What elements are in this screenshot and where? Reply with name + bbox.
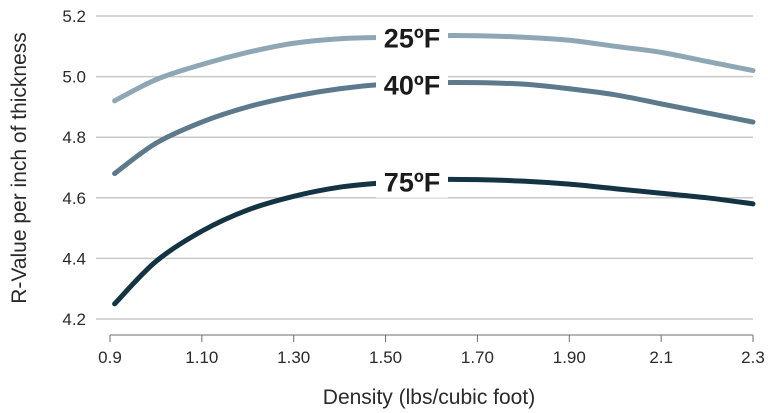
series-label: 25ºF [384,24,440,54]
y-axis-title: R-Value per inch of thickness [8,32,31,304]
y-tick-label: 5.0 [62,68,86,87]
series-labels: 25ºF 40ºF 75ºF [376,23,448,198]
series-label-bg [376,23,448,54]
x-tick-label: 1.70 [461,348,494,367]
x-axis-title: Density (lbs/cubic foot) [323,386,535,409]
series-label: 40ºF [384,71,440,101]
y-axis-ticks: 4.2 4.4 4.6 4.8 5.0 5.2 [62,7,86,329]
x-tick-label: 0.9 [98,348,122,367]
series-label: 75ºF [384,168,440,198]
y-tick-label: 4.8 [62,128,86,147]
x-tick-label: 2.1 [649,348,673,367]
y-tick-label: 5.2 [62,7,86,26]
x-tick-label: 1.10 [185,348,218,367]
series-label-bg [376,70,448,101]
series-label-bg [376,167,448,198]
y-tick-label: 4.2 [62,310,86,329]
x-tick-label: 1.90 [553,348,586,367]
x-tick-label: 1.30 [277,348,310,367]
x-tick-label: 1.50 [369,348,402,367]
y-tick-label: 4.6 [62,189,86,208]
x-tick-label: 2.3 [741,348,765,367]
y-tick-label: 4.4 [62,249,86,268]
x-axis-ticks: 0.9 1.10 1.30 1.50 1.70 1.90 2.1 2.3 [98,334,765,367]
